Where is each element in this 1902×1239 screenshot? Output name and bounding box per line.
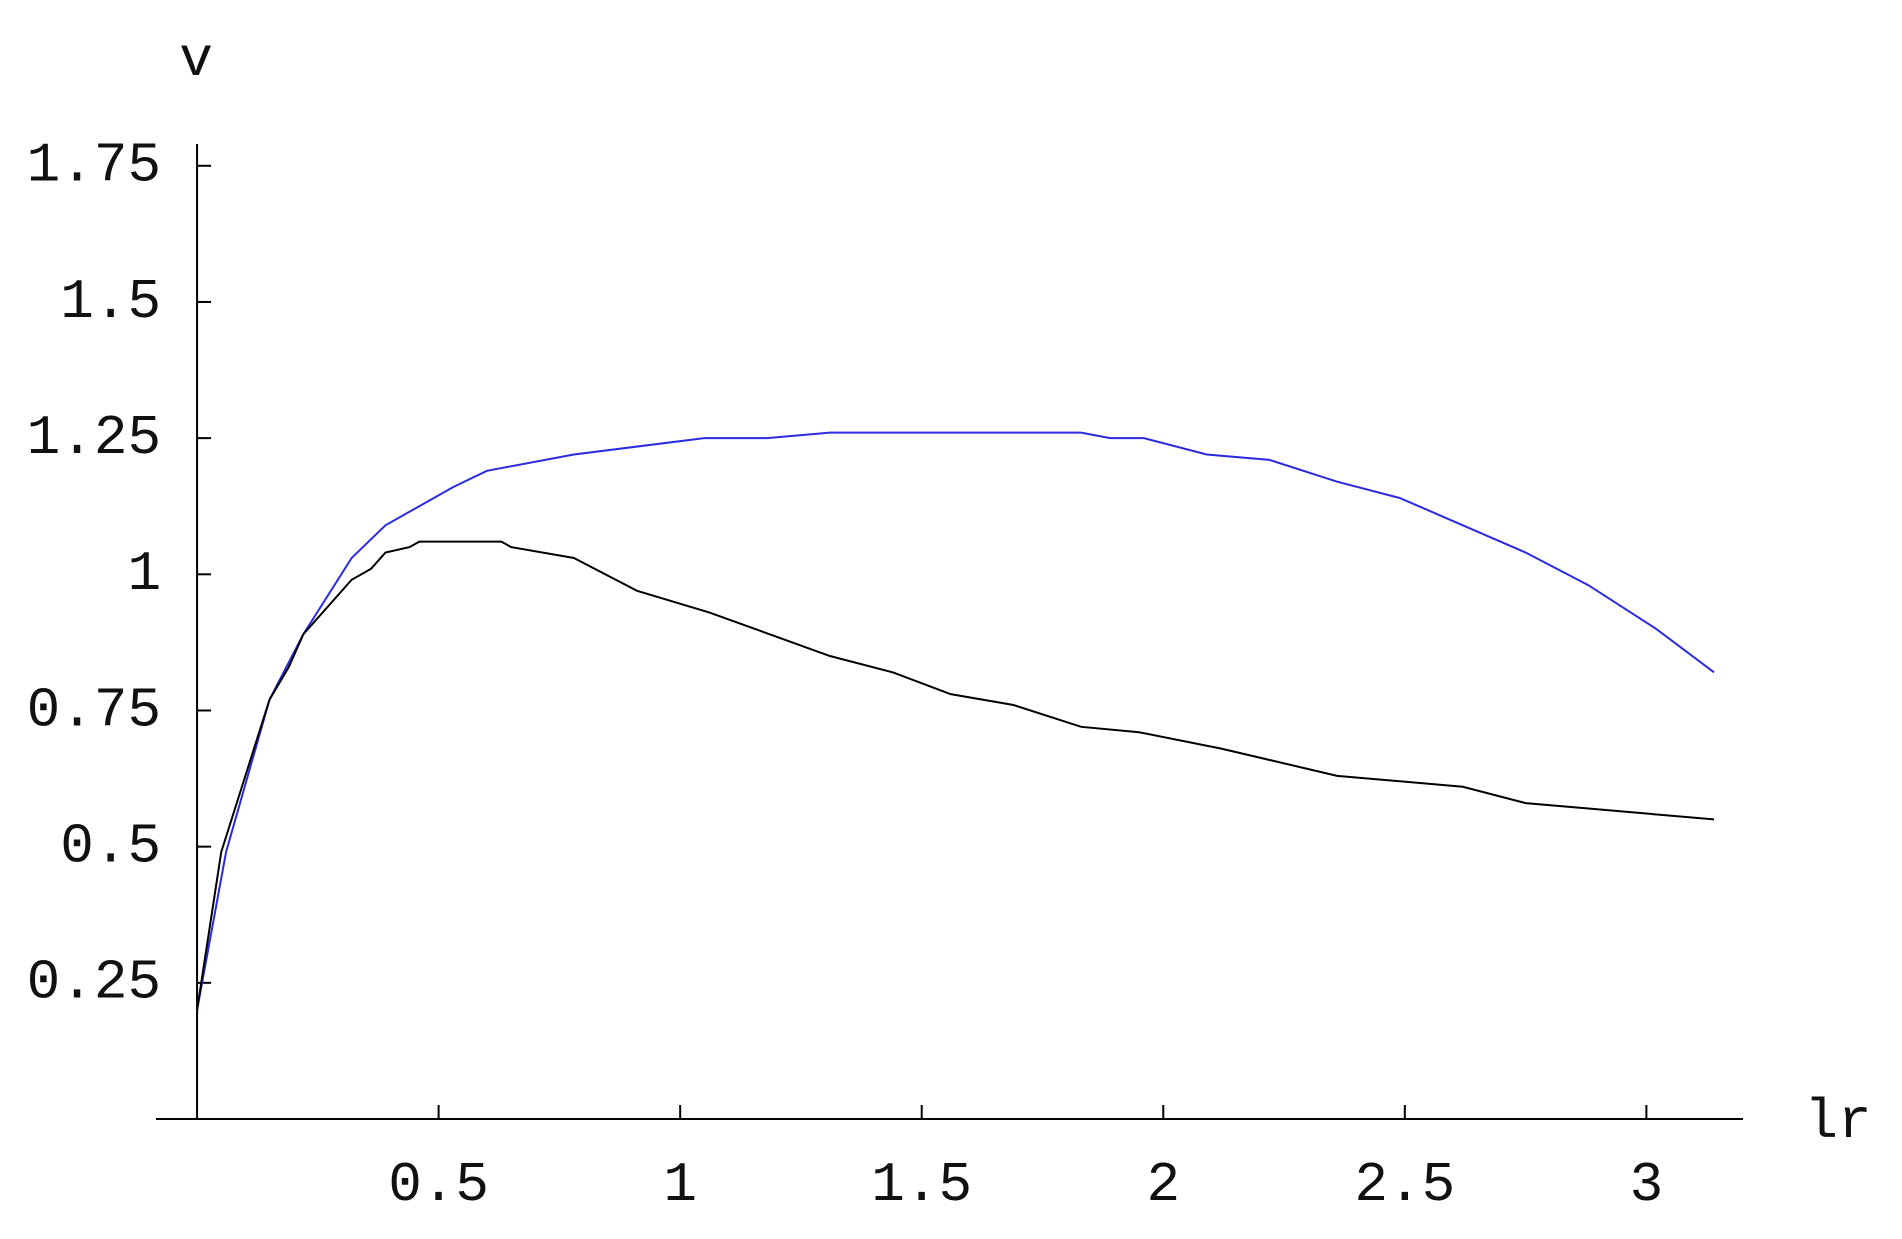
y-tick-label: 0.5 [60,814,161,878]
y-tick-label: 0.75 [27,678,161,742]
x-tick-label: 1.5 [871,1153,972,1217]
y-axis-label: v [179,28,213,92]
y-tick-label: 1.75 [27,134,161,198]
y-tick-label: 1.5 [60,270,161,334]
x-tick-label: 3 [1630,1153,1664,1217]
line-series [196,431,1715,1011]
x-axis-label: lr [1804,1090,1871,1154]
y-tick-label: 1.25 [27,406,161,470]
x-tick-label: 2 [1146,1153,1180,1217]
x-tick-label: 1 [663,1153,697,1217]
x-tick-label: 0.5 [388,1153,489,1217]
y-tick-label: 0.25 [27,951,161,1015]
y-tick-label: 1 [127,542,161,606]
line-series [196,540,1715,1011]
x-tick-label: 2.5 [1354,1153,1455,1217]
